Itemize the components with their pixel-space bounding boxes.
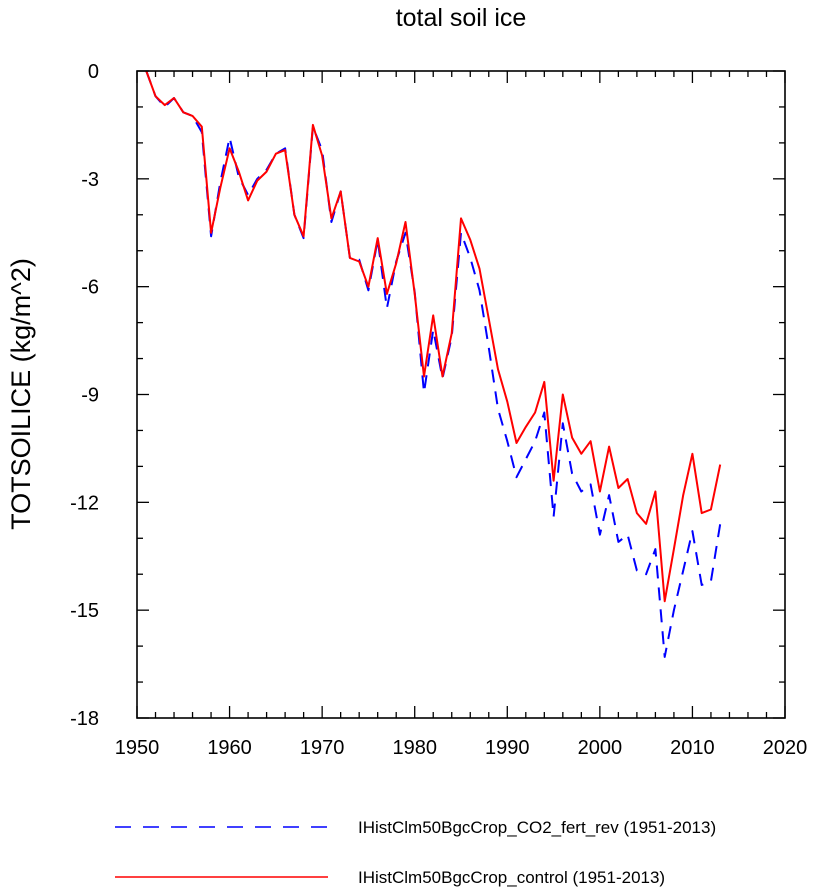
y-tick-label: -15 [70,600,99,622]
y-tick-label: -6 [81,277,99,299]
x-tick-label: 1960 [207,737,252,759]
series-line-2 [145,70,722,603]
legend-label-2: IHistClm50BgcCrop_control (1951-2013) [358,868,665,887]
x-tick-label: 1980 [392,737,437,759]
x-tick-label: 2000 [578,737,623,759]
series-lines [145,70,722,658]
x-tick-label: 2020 [763,737,808,759]
x-tick-label: 1950 [115,737,160,759]
legend-label-1: IHistClm50BgcCrop_CO2_fert_rev (1951-201… [358,818,716,837]
x-tick-label: 1990 [485,737,530,759]
plot-frame [136,70,786,719]
y-axis-label: TOTSOILICE (kg/m^2) [6,258,36,530]
x-tick-label: 2010 [670,737,715,759]
series-line-1 [145,70,722,658]
y-tick-label: -9 [81,385,99,407]
y-tick-label: -18 [70,708,99,730]
y-tick-label: -12 [70,492,99,514]
y-tick-label: 0 [88,61,99,83]
y-tick-label: -3 [81,169,99,191]
chart-title: total soil ice [396,4,527,32]
axis-ticks: 1950 1960 1970 1980 1990 2000 2010 2020 0 -3 -6 -9 -… [70,61,807,759]
x-tick-label: 1970 [300,737,345,759]
legend: IHistClm50BgcCrop_CO2_fert_rev (1951-201… [115,818,716,887]
